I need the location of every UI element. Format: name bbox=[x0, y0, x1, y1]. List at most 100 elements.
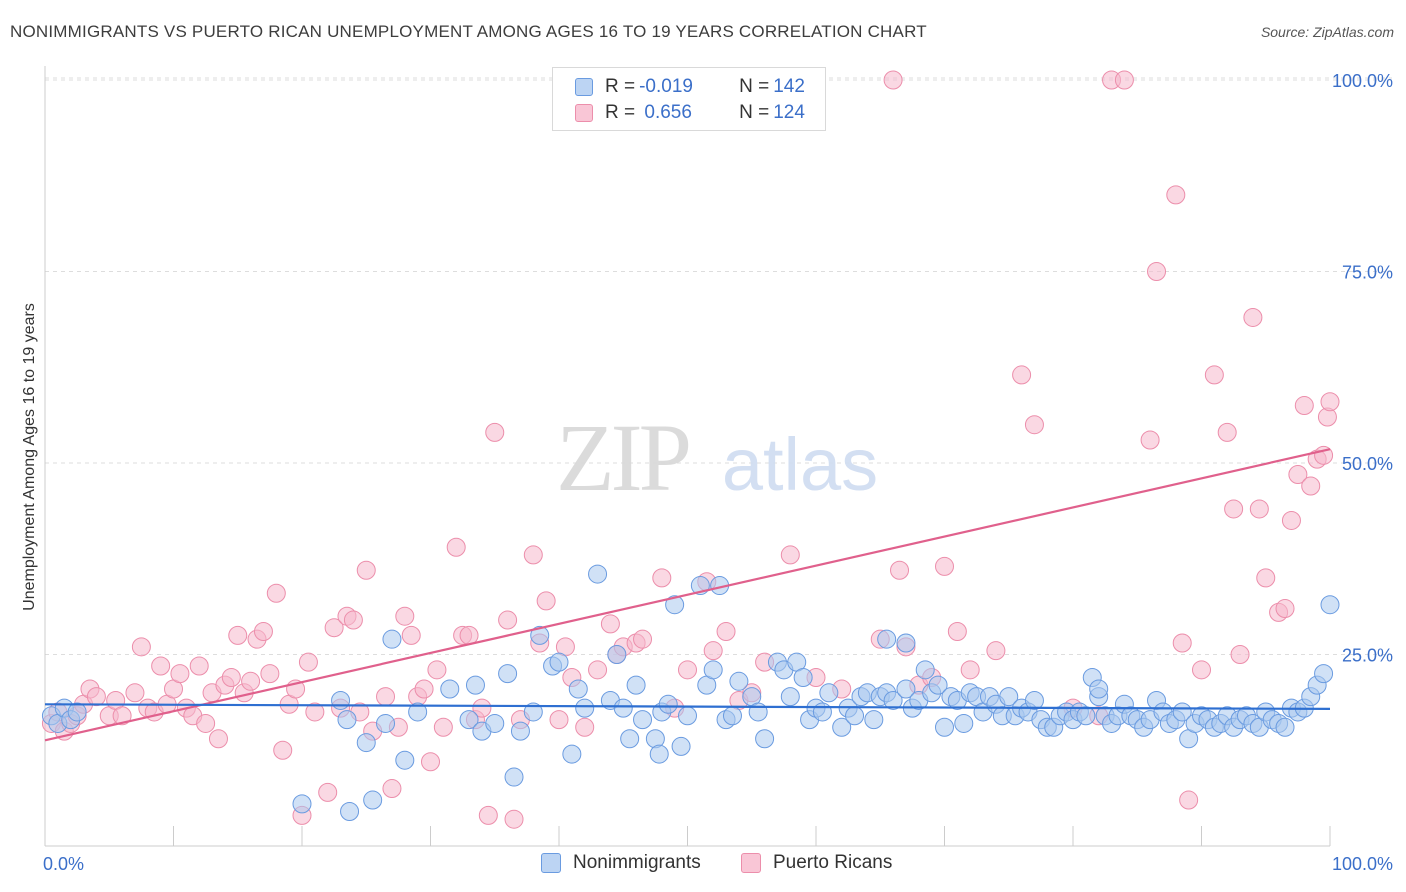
nonimmigrants-point bbox=[575, 698, 595, 718]
nonimmigrants-point bbox=[549, 652, 569, 672]
puerto-ricans-point bbox=[523, 545, 543, 565]
puerto-ricans-point bbox=[1224, 499, 1244, 519]
nonimmigrants-point bbox=[877, 629, 897, 649]
nonimmigrants-point bbox=[67, 702, 87, 722]
puerto-ricans-point bbox=[343, 610, 363, 630]
series-legend: Nonimmigrants Puerto Ricans bbox=[0, 852, 1406, 878]
puerto-ricans-point bbox=[1243, 307, 1263, 327]
puerto-ricans-point bbox=[549, 710, 569, 730]
nonimmigrants-point bbox=[626, 675, 646, 695]
nonimmigrants-point bbox=[440, 679, 460, 699]
nonimmigrants-point bbox=[337, 710, 357, 730]
puerto-ricans-point bbox=[395, 606, 415, 626]
nonimmigrants-point bbox=[1320, 595, 1340, 615]
x-tick-label-max: 100.0% bbox=[1332, 854, 1393, 874]
puerto-ricans-point bbox=[1179, 790, 1199, 810]
nonimmigrants-point bbox=[703, 660, 723, 680]
puerto-ricans-point bbox=[459, 625, 479, 645]
nonimmigrants-point bbox=[408, 702, 428, 722]
nonimmigrants-point bbox=[356, 733, 376, 753]
puerto-ricans-trend-line bbox=[44, 448, 1331, 742]
puerto-ricans-point bbox=[536, 591, 556, 611]
puerto-ricans-point bbox=[1024, 415, 1044, 435]
nonimmigrants-point bbox=[1314, 664, 1334, 684]
nonimmigrants-point bbox=[896, 679, 916, 699]
nonimmigrants-point bbox=[649, 744, 669, 764]
nonimmigrants-point bbox=[530, 625, 550, 645]
nonimmigrants-point bbox=[665, 595, 685, 615]
nonimmigrants-trend-line bbox=[44, 703, 1331, 710]
legend-row-nonimmigrants: R = -0.019 N = 142 bbox=[575, 75, 805, 99]
nonimmigrants-point bbox=[812, 702, 832, 722]
puerto-ricans-legend-swatch bbox=[741, 853, 761, 873]
trend-lines bbox=[44, 448, 1331, 742]
nonimmigrants-point bbox=[504, 767, 524, 787]
chart-title: NONIMMIGRANTS VS PUERTO RICAN UNEMPLOYME… bbox=[10, 22, 927, 41]
legend-label: Puerto Ricans bbox=[773, 852, 893, 873]
nonimmigrants-point bbox=[459, 710, 479, 730]
puerto-ricans-point bbox=[356, 560, 376, 580]
puerto-ricans-point bbox=[947, 622, 967, 642]
puerto-ricans-point bbox=[196, 713, 216, 733]
puerto-ricans-point bbox=[208, 729, 228, 749]
puerto-ricans-point bbox=[241, 671, 261, 691]
puerto-ricans-point bbox=[633, 629, 653, 649]
nonimmigrants-point bbox=[1275, 717, 1295, 737]
puerto-ricans-point bbox=[1172, 633, 1192, 653]
nonimmigrants-point bbox=[678, 706, 697, 726]
nonimmigrants-point bbox=[954, 713, 974, 733]
n-label: N = bbox=[739, 76, 770, 97]
puerto-ricans-point bbox=[151, 656, 171, 676]
puerto-ricans-point bbox=[421, 752, 440, 772]
puerto-ricans-point bbox=[1230, 645, 1250, 664]
puerto-ricans-point bbox=[112, 706, 132, 726]
nonimmigrants-point bbox=[999, 687, 1019, 707]
puerto-ricans-point bbox=[266, 583, 286, 603]
nonimmigrants-point bbox=[819, 683, 839, 703]
puerto-ricans-point bbox=[189, 656, 209, 676]
legend-row-puerto-ricans: R = 0.656 N = 124 bbox=[575, 101, 805, 125]
puerto-ricans-point bbox=[433, 717, 453, 737]
n-label: N = bbox=[739, 102, 770, 123]
x-tick-label-min: 0.0% bbox=[43, 854, 84, 874]
nonimmigrants-point bbox=[523, 702, 543, 722]
puerto-ricans-point bbox=[1288, 464, 1308, 484]
r-label: R = bbox=[605, 76, 636, 97]
nonimmigrants-point bbox=[382, 629, 402, 649]
puerto-ricans-point bbox=[703, 641, 723, 661]
puerto-ricans-point bbox=[446, 537, 466, 557]
puerto-ricans-point bbox=[986, 641, 1006, 661]
puerto-ricans-point bbox=[472, 698, 492, 718]
puerto-ricans-point bbox=[883, 70, 903, 90]
n-value: 124 bbox=[773, 102, 805, 123]
legend-item-nonimmigrants[interactable]: Nonimmigrants bbox=[541, 852, 701, 874]
nonimmigrants-point bbox=[607, 645, 627, 664]
nonimmigrants-point bbox=[395, 750, 415, 770]
puerto-ricans-point bbox=[253, 622, 273, 642]
puerto-ricans-point bbox=[678, 660, 697, 680]
r-value: 0.656 bbox=[639, 102, 692, 123]
puerto-ricans-point bbox=[1275, 599, 1295, 619]
puerto-ricans-point bbox=[1301, 476, 1321, 496]
puerto-ricans-point bbox=[1249, 499, 1269, 519]
nonimmigrants-point bbox=[562, 744, 582, 764]
puerto-ricans-point bbox=[298, 652, 318, 672]
y-tick-label: 100.0% bbox=[1332, 71, 1393, 91]
puerto-ricans-point bbox=[1294, 396, 1314, 416]
puerto-ricans-point bbox=[273, 740, 293, 760]
puerto-ricans-swatch bbox=[575, 104, 593, 122]
watermark-atlas: atlas bbox=[722, 423, 878, 506]
nonimmigrants-point bbox=[793, 667, 813, 687]
nonimmigrants-swatch bbox=[575, 78, 593, 96]
puerto-ricans-point bbox=[318, 782, 338, 802]
n-value: 142 bbox=[773, 76, 805, 97]
legend-item-puerto-ricans[interactable]: Puerto Ricans bbox=[741, 852, 892, 874]
nonimmigrants-point bbox=[620, 729, 640, 749]
source-label: Source: ZipAtlas.com bbox=[1260, 24, 1394, 40]
nonimmigrants-legend-swatch bbox=[541, 853, 561, 873]
nonimmigrants-point bbox=[340, 802, 360, 822]
nonimmigrants-point bbox=[915, 660, 935, 680]
puerto-ricans-point bbox=[716, 622, 736, 642]
puerto-ricans-point bbox=[478, 805, 498, 825]
